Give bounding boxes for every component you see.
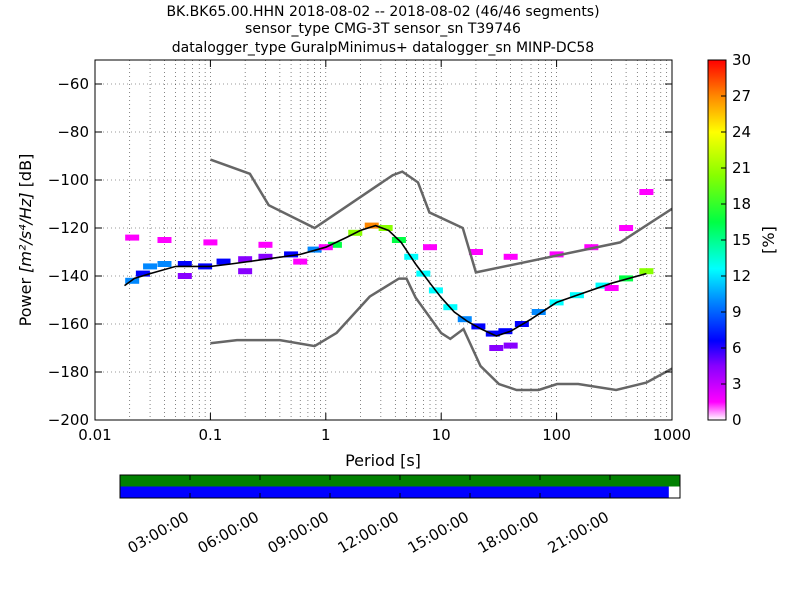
colorbar-tick-label: 27 bbox=[732, 87, 751, 105]
pdf-cell bbox=[125, 234, 140, 241]
colorbar-tick-label: 3 bbox=[732, 375, 742, 393]
coverage-tick-label: 18:00:00 bbox=[475, 508, 542, 557]
x-tick-label: 0.1 bbox=[198, 426, 222, 444]
pdf-cell bbox=[327, 241, 342, 248]
pdf-cell bbox=[293, 258, 308, 265]
pdf-cell bbox=[531, 309, 546, 315]
x-axis-label: Period [s] bbox=[345, 451, 421, 470]
pdf-cell bbox=[503, 253, 518, 260]
y-tick-label: −140 bbox=[48, 267, 89, 285]
coverage-tick-label: 12:00:00 bbox=[335, 508, 402, 557]
y-tick-label: −160 bbox=[48, 315, 89, 333]
y-tick-label: −80 bbox=[57, 123, 89, 141]
pdf-cell bbox=[604, 285, 619, 291]
y-tick-label: −200 bbox=[48, 411, 89, 429]
y-tick-label: −120 bbox=[48, 219, 89, 237]
y-axis-label-units: [m²/s⁴/Hz] bbox=[16, 192, 35, 272]
nlnm-curve bbox=[210, 277, 672, 392]
nhnm-curve bbox=[209, 158, 672, 274]
pdf-cell bbox=[216, 258, 231, 265]
y-axis-label-suffix: [dB] bbox=[16, 154, 35, 193]
pdf-cell bbox=[489, 345, 504, 351]
colorbar-ticks: 0 3 6 9 12 15 18 21 24 27 30 bbox=[721, 51, 751, 429]
pdf-cell bbox=[503, 342, 518, 349]
pdf-cell bbox=[238, 256, 253, 263]
pdf-cell bbox=[619, 225, 634, 231]
plot-grid bbox=[95, 60, 672, 420]
pdf-cell bbox=[284, 251, 299, 258]
reference-curves bbox=[124, 158, 672, 392]
x-tick-label: 0.01 bbox=[78, 426, 111, 444]
pdf-cell bbox=[498, 328, 513, 335]
colorbar-tick-label: 21 bbox=[732, 159, 751, 177]
pdf-cell bbox=[468, 249, 483, 255]
pdf-cell bbox=[238, 268, 253, 275]
chart-title-line-1: BK.BK65.00.HHN 2018-08-02 -- 2018-08-02 … bbox=[166, 4, 599, 20]
coverage-tick-label: 03:00:00 bbox=[125, 508, 192, 557]
coverage-bar-green bbox=[120, 475, 680, 487]
pdf-cell bbox=[177, 261, 192, 267]
pdf-cell bbox=[258, 253, 273, 260]
colorbar-tick-label: 24 bbox=[732, 123, 751, 141]
colorbar-tick-label: 0 bbox=[732, 411, 742, 429]
pdf-cell bbox=[364, 222, 379, 229]
y-axis-label-prefix: Power bbox=[16, 273, 35, 326]
coverage-tick-label: 09:00:00 bbox=[265, 508, 332, 557]
colorbar-tick-label: 12 bbox=[732, 267, 751, 285]
pdf-cell bbox=[639, 189, 654, 195]
x-tick-label: 1000 bbox=[653, 426, 691, 444]
pdf-cell bbox=[157, 261, 172, 267]
y-tick-label: −60 bbox=[57, 75, 89, 93]
chart-title-line-2: sensor_type CMG-3T sensor_sn T39746 bbox=[245, 21, 521, 37]
pdf-cell bbox=[423, 244, 438, 251]
pdf-cell bbox=[157, 237, 172, 243]
pdf-cell bbox=[177, 273, 192, 279]
colorbar-label: [%] bbox=[759, 226, 778, 254]
y-tick-label: −180 bbox=[48, 363, 89, 381]
data-coverage-bar bbox=[120, 475, 680, 498]
plot-frame bbox=[94, 59, 673, 421]
pdf-cell bbox=[639, 268, 654, 275]
colorbar-tick-label: 6 bbox=[732, 339, 742, 357]
pdf-cell bbox=[135, 270, 150, 277]
coverage-tick-label: 15:00:00 bbox=[405, 508, 472, 557]
colorbar-tick-label: 9 bbox=[732, 303, 742, 321]
y-tick-label: −100 bbox=[48, 171, 89, 189]
pdf-cell bbox=[471, 323, 486, 330]
pdf-cell bbox=[143, 263, 158, 270]
x-tick-label: 100 bbox=[542, 426, 571, 444]
x-tick-label: 1 bbox=[321, 426, 331, 444]
coverage-tick-label: 06:00:00 bbox=[195, 508, 262, 557]
x-axis-ticks: 0.01 0.1 1 10 100 1000 bbox=[78, 60, 691, 444]
coverage-bar-blue bbox=[120, 486, 669, 498]
median-curve bbox=[124, 224, 647, 337]
chart-title-line-3: datalogger_type GuralpMinimus+ datalogge… bbox=[172, 40, 594, 56]
colorbar-tick-label: 30 bbox=[732, 51, 751, 69]
coverage-tick-label: 21:00:00 bbox=[545, 508, 612, 557]
pdf-cell bbox=[378, 225, 393, 231]
colorbar-tick-label: 18 bbox=[732, 195, 751, 213]
pdf-cell bbox=[203, 239, 218, 246]
x-tick-label: 10 bbox=[432, 426, 451, 444]
pdf-cells bbox=[125, 189, 654, 351]
y-axis-ticks: −200 −180 −160 −140 −120 −100 −80 −60 bbox=[48, 75, 672, 429]
y-axis-label: Power [m²/s⁴/Hz] [dB] bbox=[16, 154, 35, 327]
colorbar-tick-label: 15 bbox=[732, 231, 751, 249]
pdf-cell bbox=[258, 241, 273, 248]
